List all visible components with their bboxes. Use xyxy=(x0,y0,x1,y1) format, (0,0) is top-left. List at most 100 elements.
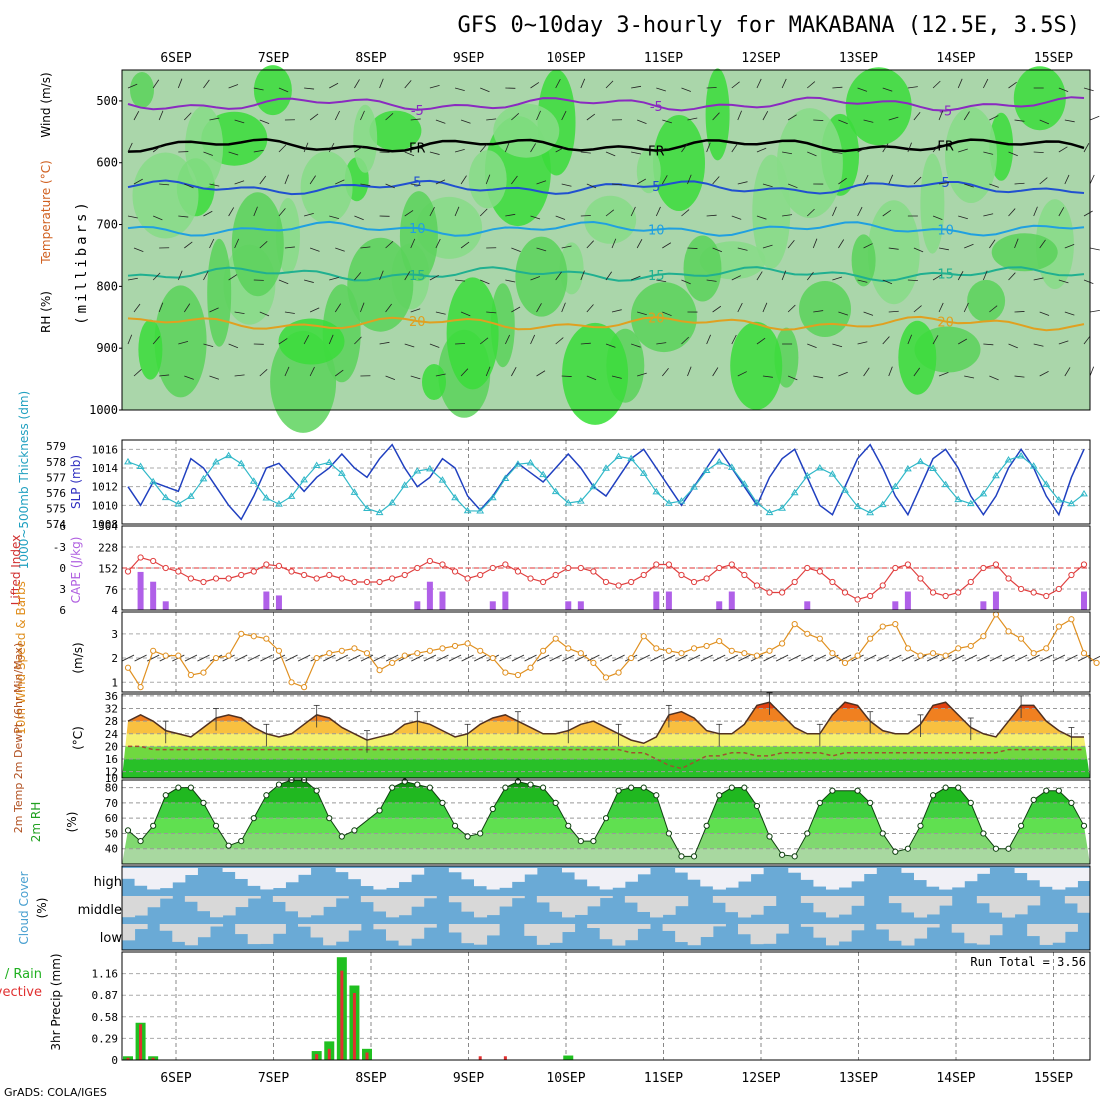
li-marker xyxy=(703,575,710,582)
cloud-cell xyxy=(738,924,752,935)
cloud-cell xyxy=(926,896,940,915)
upper-air-wind-barb xyxy=(787,304,796,313)
upper-air-wind-barb xyxy=(983,213,994,217)
upper-air-wind-barb xyxy=(781,270,787,281)
upper-air-wind-barb xyxy=(309,175,316,185)
rh2m-marker xyxy=(854,787,861,794)
cloud-cell xyxy=(612,924,626,946)
upper-air-wind-barb xyxy=(1089,366,1095,377)
upper-air-wind-barb xyxy=(354,79,360,89)
wind10m-barb xyxy=(235,654,248,662)
wind10m-marker xyxy=(753,652,761,659)
li-marker xyxy=(1043,592,1050,600)
upper-air-wind-barb xyxy=(863,311,874,316)
thickness-marker xyxy=(765,508,774,516)
thickness-marker xyxy=(1080,489,1088,497)
upper-air-wind-barb xyxy=(555,215,566,220)
li-marker xyxy=(250,568,257,575)
cloud-cell xyxy=(637,924,651,929)
upper-air-wind-barb xyxy=(1039,371,1049,377)
wind10m-barb xyxy=(511,654,525,662)
thickness-marker xyxy=(262,494,271,501)
thickness-marker xyxy=(941,480,950,488)
bottom-date-label: 9SEP xyxy=(453,1071,484,1086)
li-marker xyxy=(212,575,220,582)
upper-air-wind-barb xyxy=(328,334,334,345)
temp2m-band xyxy=(122,759,1090,778)
cloud-cell xyxy=(838,924,852,942)
upper-air-wind-barb xyxy=(479,144,487,153)
rh2m-marker xyxy=(653,792,660,799)
upper-air-wind-barb xyxy=(1083,335,1091,345)
li-marker xyxy=(1055,585,1062,593)
slp-y-tick: 1016 xyxy=(92,443,119,456)
thickness-marker xyxy=(665,499,673,506)
thickness-marker xyxy=(174,500,183,507)
cloud-cell xyxy=(989,924,1003,936)
cloud-cell xyxy=(826,896,840,918)
li-y-tick: 6 xyxy=(59,604,66,617)
cloud-cell xyxy=(637,896,651,912)
li-marker xyxy=(263,561,270,568)
upper-air-wind-barb xyxy=(278,87,289,93)
upper-air-wind-barb xyxy=(404,271,411,281)
precip-run-total: Run Total = 3.56 xyxy=(970,955,1086,969)
cloud-cell xyxy=(423,896,437,899)
upper-air-wind-barb xyxy=(127,277,138,281)
cloud-cell xyxy=(1077,868,1091,882)
wind10m-marker xyxy=(653,645,660,652)
thickness-y-tick: 576 xyxy=(46,487,66,500)
upper-air-wind-barb xyxy=(133,111,140,121)
upper-air-wind-barb xyxy=(536,370,546,377)
thickness-marker xyxy=(1054,495,1063,503)
cloud-cell xyxy=(574,868,588,880)
wind10m-barb xyxy=(260,654,273,662)
upper-air-wind-barb xyxy=(631,343,641,348)
cloud-cell xyxy=(1027,896,1041,906)
cloud-cell xyxy=(662,896,676,915)
upper-air-wind-barb xyxy=(1008,272,1016,281)
upper-air-wind-barb xyxy=(989,239,996,249)
li-marker xyxy=(804,564,811,572)
wind10m-marker xyxy=(162,652,169,659)
upper-air-wind-barb xyxy=(152,272,161,281)
thickness-marker xyxy=(350,488,359,495)
wind10m-ylabel: 10m Wind Speed & Barbs xyxy=(14,581,28,735)
thickness-marker xyxy=(853,502,862,510)
upper-air-wind-barb xyxy=(656,279,667,283)
cloud-cell xyxy=(951,868,965,888)
upper-air-wind-barb xyxy=(429,274,439,281)
top-date-label: 13SEP xyxy=(839,51,878,66)
upper-air-wind-barb xyxy=(1008,81,1017,89)
upper-air-wind-barb xyxy=(177,78,183,89)
upper-air-wind-barb xyxy=(706,279,717,282)
thickness-marker xyxy=(149,477,158,485)
upper-air-wind-barb xyxy=(687,247,698,249)
wind10m-barb xyxy=(788,654,801,662)
wind10m-marker xyxy=(577,650,584,657)
wind10m-marker xyxy=(225,652,232,659)
thickness-marker xyxy=(589,482,598,490)
cloud-cell xyxy=(197,924,211,938)
upper-air-wind-barb xyxy=(455,279,466,282)
upper-air-wind-barb xyxy=(183,303,191,313)
li-marker xyxy=(854,596,861,603)
upper-air-wind-barb xyxy=(762,111,769,121)
upper-air-wind-barb xyxy=(1058,279,1069,284)
thickness-marker xyxy=(979,489,988,497)
wind10m-marker xyxy=(602,674,610,681)
bottom-date-label: 13SEP xyxy=(839,1071,878,1086)
cape-bar xyxy=(577,601,584,610)
cloud-cell xyxy=(851,896,865,906)
bottom-date-label: 10SEP xyxy=(546,1071,585,1086)
li-marker xyxy=(238,571,245,579)
cloud-cell xyxy=(411,896,425,907)
cloud-cell xyxy=(260,924,274,944)
upper-air-wind-barb xyxy=(737,247,748,251)
cloud-cell xyxy=(1014,896,1028,915)
upper-air-wind-barb xyxy=(907,86,918,89)
upper-air-wind-barb xyxy=(209,183,220,187)
upper-air-wind-barb xyxy=(964,243,974,249)
upper-air-wind-barb xyxy=(958,148,968,153)
cloud-cell xyxy=(687,868,701,880)
